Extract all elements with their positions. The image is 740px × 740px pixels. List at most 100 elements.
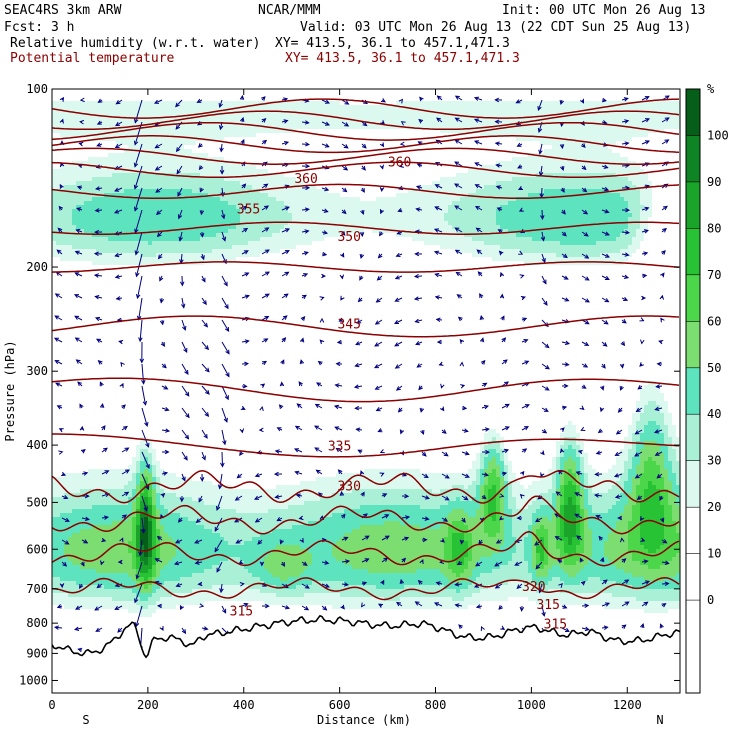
rh-cell [496,533,504,537]
rh-cell [636,485,648,489]
rh-cell [440,505,480,509]
rh-cell [136,469,140,473]
rh-cell [524,549,532,553]
rh-cell [640,541,664,545]
rh-cell [412,237,472,241]
rh-cell [604,549,628,553]
rh-cell [588,489,592,493]
rh-cell [484,465,488,469]
rh-cell [136,485,140,489]
rh-cell [452,569,464,573]
rh-cell [488,477,500,481]
rh-cell [624,197,640,201]
rh-cell [616,457,628,461]
rh-cell [568,481,572,485]
rh-cell [640,457,648,461]
rh-cell [136,561,140,565]
rh-cell [136,473,140,477]
rh-cell [360,505,420,509]
rh-cell [532,549,536,553]
rh-cell [460,573,472,577]
rh-cell [592,541,604,545]
rh-cell [636,597,680,601]
rh-cell [476,473,480,477]
rh-cell [468,513,476,517]
rh-cell [148,557,152,561]
rh-cell [148,577,152,581]
rh-cell [676,497,680,501]
rh-cell [472,237,532,241]
rh-cell [52,597,112,601]
rh-cell [660,425,668,429]
rh-cell [568,537,572,541]
rh-cell [176,493,332,497]
rh-cell [404,585,444,589]
rh-cell [176,545,276,549]
rh-cell [152,493,156,497]
rh-cell [488,465,500,469]
rh-cell [564,509,576,513]
rh-cell [676,457,680,461]
rh-cell [628,541,640,545]
rh-cell [352,565,448,569]
rh-cell [564,453,576,457]
rh-cell [72,213,240,217]
rh-cell [64,185,252,189]
rh-cell [560,457,568,461]
rh-cell [532,557,536,561]
rh-cell [544,565,552,569]
rh-cell [560,565,584,569]
rh-cell [584,529,592,533]
rh-cell [460,589,480,593]
rh-cell [560,481,564,485]
rh-cell [344,533,448,537]
rh-cell [584,489,588,493]
rh-cell [504,517,512,521]
rh-cell [440,525,448,529]
rh-cell [160,553,176,557]
rh-cell [212,585,248,589]
x-tick-label: 0 [48,698,55,712]
rh-cell [488,533,496,537]
rh-cell [156,469,164,473]
rh-cell [548,517,552,521]
rh-cell [56,241,148,245]
rh-cell [556,505,560,509]
rh-cell [532,517,536,521]
rh-cell [480,573,532,577]
rh-cell [584,493,588,497]
rh-cell [496,217,628,221]
rh-cell [628,449,636,453]
rh-cell [152,505,156,509]
rh-cell [548,537,556,541]
rh-cell [648,485,656,489]
rh-cell [580,525,584,529]
rh-cell [656,461,664,465]
rh-cell [68,593,136,597]
rh-cell [536,509,556,513]
rh-cell [52,177,92,181]
rh-cell [576,485,580,489]
rh-cell [148,529,152,533]
rh-cell [484,241,560,245]
rh-cell [252,537,340,541]
rh-cell [140,473,152,477]
rh-cell [584,549,592,553]
rh-cell [52,593,68,597]
rh-cell [504,521,512,525]
rh-cell [640,213,652,217]
org-label: NCAR/MMM [258,3,321,18]
rh-cell [368,569,416,573]
rh-cell [540,557,544,561]
rh-cell [632,485,636,489]
rh-cell [128,541,136,545]
rh-cell [648,549,656,553]
rh-cell [52,237,108,241]
rh-cell [536,569,548,573]
rh-cell [624,481,632,485]
rh-cell [660,565,680,569]
rh-cell [556,501,560,505]
rh-cell [440,569,452,573]
rh-cell [140,613,152,617]
rh-cell [476,453,480,457]
